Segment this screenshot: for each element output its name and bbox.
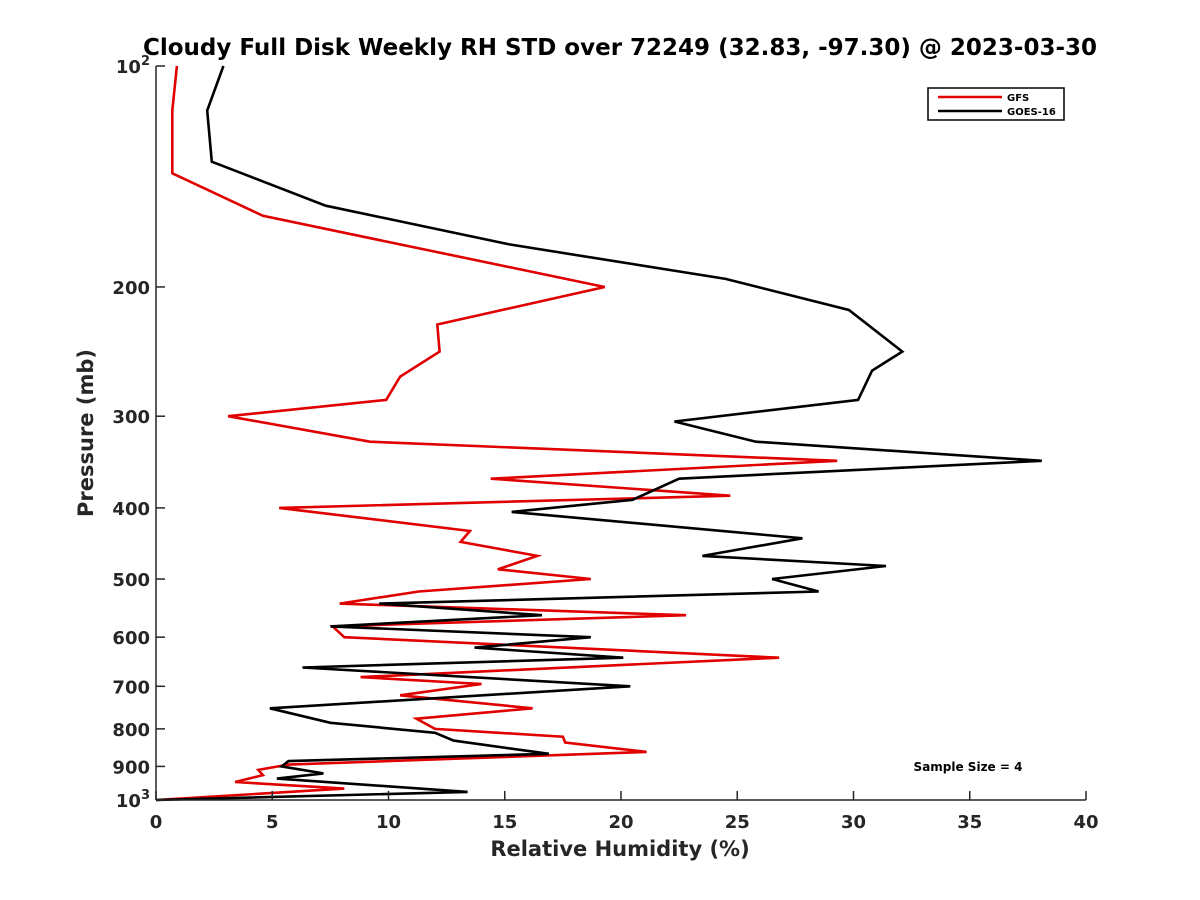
series-line-gfs [155,65,838,802]
legend-label-gfs: GFS [1007,93,1029,104]
x-tick-label: 40 [1073,812,1098,833]
x-tick-label: 25 [725,812,750,833]
x-tick-label: 30 [841,812,866,833]
axes [155,66,1086,801]
y-tick-label: 800 [112,720,150,741]
x-tick-label: 20 [608,812,633,833]
y-tick-label: 300 [112,407,150,428]
sample-size-annotation: Sample Size = 4 [914,760,1023,774]
y-tick-label: 500 [112,570,150,591]
chart-title: Cloudy Full Disk Weekly RH STD over 7224… [143,35,1097,61]
x-tick-label: 5 [266,812,279,833]
legend-box [927,87,1065,121]
x-tick-label: 35 [957,812,982,833]
y-tick-label: 103 [116,788,150,812]
series-line-goes16 [155,65,1042,802]
x-axis-ticks: 0 5 10 15 20 25 30 35 40 [150,791,1099,833]
x-tick-label: 15 [492,812,517,833]
y-tick-label: 700 [112,677,150,698]
y-axis-label: Pressure (mb) [74,349,98,517]
y-axis-ticks: 102 200 300 400 500 600 700 800 900 103 [112,54,165,812]
x-axis-label: Relative Humidity (%) [490,837,749,861]
legend-label-goes16: GOES-16 [1007,107,1056,118]
y-tick-label: 600 [112,628,150,649]
legend: GFS GOES-16 [927,87,1065,121]
y-tick-label: 102 [116,54,150,78]
y-tick-label: 400 [112,499,150,520]
x-tick-label: 0 [150,812,163,833]
x-tick-label: 10 [376,812,401,833]
plot-lines [155,65,1042,802]
y-tick-label: 200 [112,278,150,299]
y-tick-label: 900 [112,757,150,778]
